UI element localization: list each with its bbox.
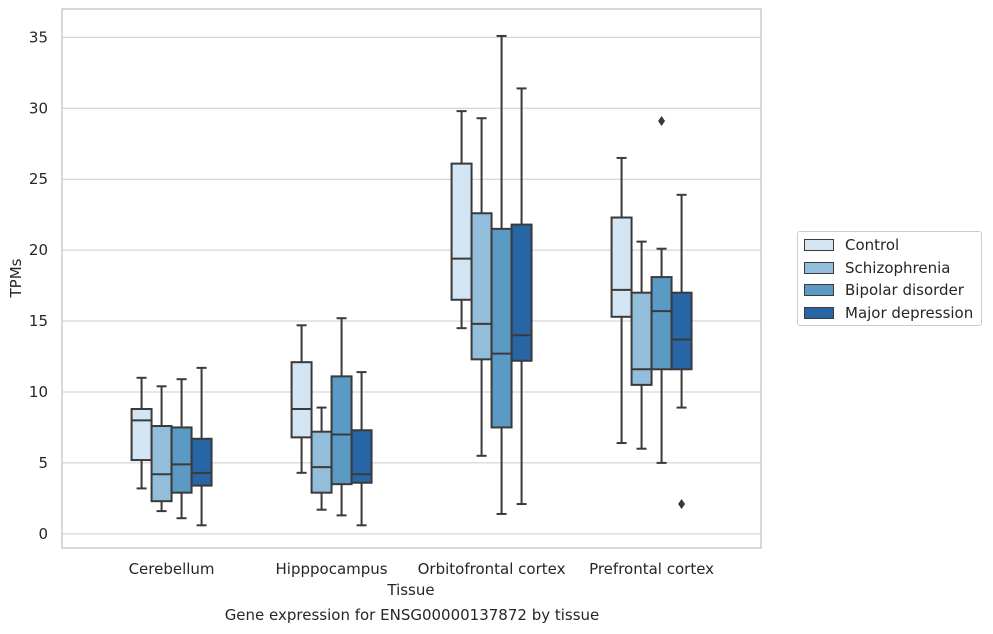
x-tick-label: Hipppocampus [276, 560, 388, 578]
x-axis-label: Tissue [386, 581, 434, 599]
box-bipolar-disorder [490, 34, 513, 515]
legend-item-schizophrenia: Schizophrenia [804, 258, 950, 278]
box-control [130, 376, 153, 490]
legend-item-control: Control [804, 235, 899, 255]
legend-swatch-control [804, 239, 834, 251]
box-iqr [310, 430, 333, 494]
box-iqr [630, 291, 653, 386]
x-axis-ticks: Cerebellum Hipppocampus Orbitofrontal cort… [129, 560, 715, 578]
legend-swatch-major-depression [804, 307, 834, 319]
box-iqr [130, 407, 153, 462]
box-schizophrenia [470, 117, 493, 457]
legend-label-schizophrenia: Schizophrenia [845, 259, 951, 277]
y-tick-label: 30 [29, 99, 48, 117]
chart-caption: Gene expression for ENSG00000137872 by t… [224, 606, 600, 624]
outlier-point [658, 116, 666, 127]
x-tick-label: Prefrontal cortex [589, 560, 714, 578]
legend-swatch-schizophrenia [804, 262, 834, 274]
y-tick-label: 25 [29, 170, 48, 188]
box-bipolar-disorder [170, 378, 193, 520]
box-iqr [170, 426, 193, 494]
y-tick-label: 35 [29, 28, 48, 46]
box-series [130, 34, 693, 527]
box-control [610, 156, 633, 445]
box-bipolar-disorder [330, 317, 353, 517]
legend-item-major-depression: Major depression [804, 303, 973, 323]
x-tick-label: Cerebellum [129, 560, 215, 578]
y-tick-label: 15 [29, 312, 48, 330]
y-tick-label: 5 [38, 454, 48, 472]
box-major-depression [670, 193, 693, 510]
x-tick-label: Orbitofrontal cortex [418, 560, 566, 578]
y-axis-ticks: 0 5 10 15 20 25 30 35 [29, 28, 48, 542]
box-iqr [290, 361, 313, 439]
y-tick-label: 0 [38, 525, 48, 543]
box-iqr [490, 227, 513, 429]
legend-label-control: Control [845, 236, 900, 254]
box-schizophrenia [150, 385, 173, 513]
box-schizophrenia [310, 406, 333, 511]
legend-swatch-bipolar-disorder [804, 284, 834, 296]
box-iqr [650, 276, 673, 371]
y-tick-label: 10 [29, 383, 48, 401]
box-iqr [190, 437, 213, 487]
plot-frame [61, 8, 762, 549]
outlier-point [678, 499, 686, 510]
legend: Control Schizophrenia Bipolar disorder M… [797, 231, 982, 326]
box-control [290, 324, 313, 474]
y-axis-label: TPMs [7, 258, 25, 298]
box-iqr [330, 375, 353, 486]
box-iqr [670, 291, 693, 371]
box-iqr [470, 212, 493, 361]
box-iqr [610, 216, 633, 318]
box-major-depression [190, 366, 213, 527]
box-iqr [450, 162, 473, 301]
box-iqr [350, 429, 373, 484]
box-iqr [150, 425, 173, 503]
box-control [450, 110, 473, 330]
legend-label-bipolar-disorder: Bipolar disorder [845, 281, 964, 299]
y-tick-label: 20 [29, 241, 48, 259]
box-bipolar-disorder [650, 116, 673, 464]
box-iqr [510, 223, 533, 362]
legend-item-bipolar-disorder: Bipolar disorder [804, 280, 964, 300]
box-schizophrenia [630, 240, 653, 450]
box-major-depression [350, 371, 373, 527]
box-major-depression [510, 87, 533, 506]
legend-label-major-depression: Major depression [845, 304, 974, 322]
